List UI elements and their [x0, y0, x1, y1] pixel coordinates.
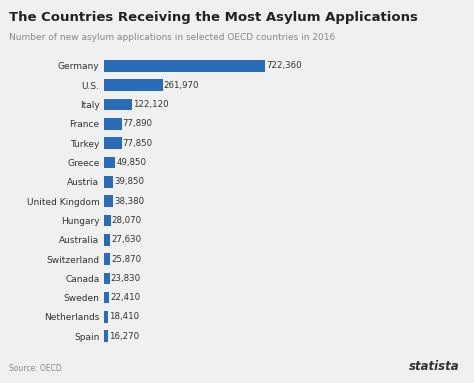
- Text: 77,890: 77,890: [123, 119, 153, 128]
- Text: 22,410: 22,410: [110, 293, 140, 302]
- Bar: [104, 157, 115, 168]
- Bar: [104, 60, 265, 72]
- Text: The Countries Receiving the Most Asylum Applications: The Countries Receiving the Most Asylum …: [9, 11, 419, 25]
- Bar: [104, 99, 131, 110]
- Bar: [104, 118, 122, 129]
- Text: 261,970: 261,970: [164, 81, 200, 90]
- Bar: [104, 311, 109, 323]
- Bar: [104, 176, 113, 188]
- Text: statista: statista: [409, 360, 460, 373]
- Text: 27,630: 27,630: [111, 235, 142, 244]
- Text: 25,870: 25,870: [111, 255, 141, 264]
- Text: 77,850: 77,850: [123, 139, 153, 147]
- Text: 28,070: 28,070: [112, 216, 142, 225]
- Bar: [104, 79, 163, 91]
- Text: 38,380: 38,380: [114, 196, 144, 206]
- Text: 18,410: 18,410: [109, 313, 140, 321]
- Bar: [104, 195, 113, 207]
- Text: 23,830: 23,830: [111, 274, 141, 283]
- Bar: [104, 137, 122, 149]
- Bar: [104, 273, 109, 284]
- Bar: [104, 253, 110, 265]
- Text: Source: OECD: Source: OECD: [9, 365, 62, 373]
- Bar: [104, 234, 110, 246]
- Text: 722,360: 722,360: [266, 61, 302, 70]
- Text: Number of new asylum applications in selected OECD countries in 2016: Number of new asylum applications in sel…: [9, 33, 336, 41]
- Bar: [104, 331, 108, 342]
- Text: 39,850: 39,850: [114, 177, 144, 186]
- Text: 16,270: 16,270: [109, 332, 139, 341]
- Bar: [104, 214, 110, 226]
- Bar: [104, 292, 109, 303]
- Text: 122,120: 122,120: [133, 100, 168, 109]
- Text: 49,850: 49,850: [117, 158, 146, 167]
